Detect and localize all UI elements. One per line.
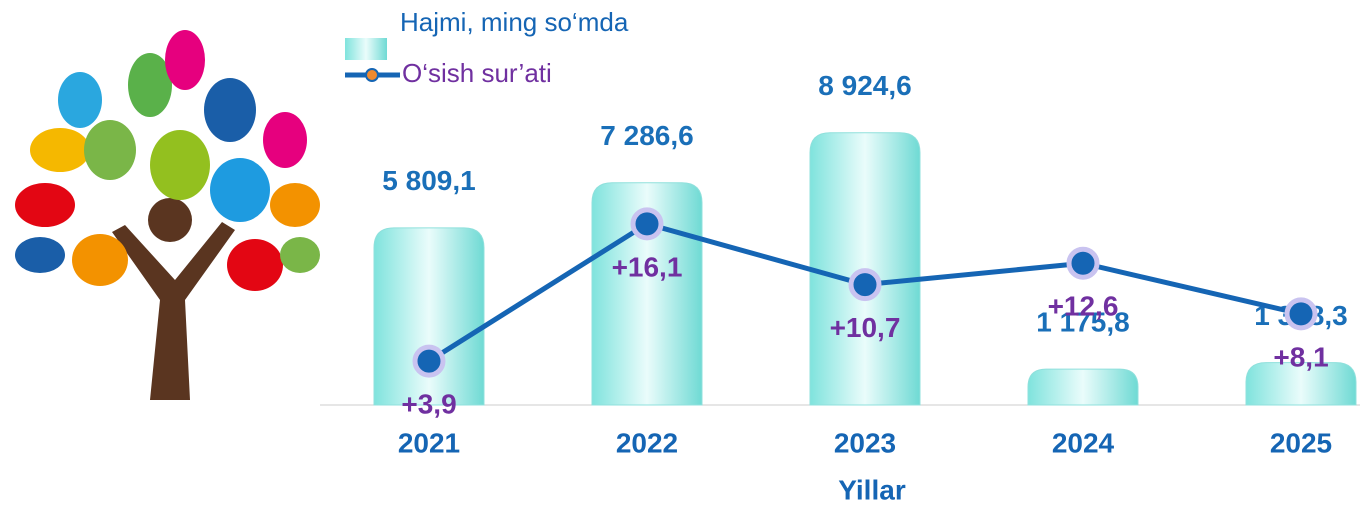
growth-value-label: +10,7: [830, 312, 901, 343]
x-tick-label: 2021: [398, 427, 460, 458]
bar: [373, 227, 485, 406]
growth-marker: [630, 207, 664, 241]
bar-value-label: 5 809,1: [382, 165, 475, 196]
legend: Hajmi, ming so‘mda O‘sish sur’ati: [345, 7, 629, 88]
bar-value-label: 1 175,8: [1036, 307, 1129, 338]
x-tick-label: 2022: [616, 427, 678, 458]
bar: [1245, 362, 1357, 406]
tree-illustration: [15, 30, 320, 400]
growth-value-label: +8,1: [1273, 341, 1328, 372]
bar: [1027, 368, 1139, 406]
growth-marker: [1284, 297, 1318, 331]
legend-swatch-bar: [345, 38, 387, 60]
legend-label: O‘sish sur’ati: [402, 58, 552, 88]
bar-value-label: 7 286,6: [600, 120, 693, 151]
x-tick-label: 2023: [834, 427, 896, 458]
legend-label: Hajmi, ming so‘mda: [400, 7, 629, 37]
x-tick-label: 2025: [1270, 427, 1332, 458]
growth-value-label: +16,1: [612, 251, 683, 282]
x-tick-label: 2024: [1052, 427, 1115, 458]
legend-swatch-marker: [365, 68, 379, 82]
growth-marker: [412, 344, 446, 378]
growth-value-label: +3,9: [401, 389, 456, 420]
bar-value-label: 8 924,6: [818, 70, 911, 101]
growth-marker: [1066, 246, 1100, 280]
x-axis-label: Yillar: [838, 474, 906, 505]
growth-marker: [848, 268, 882, 302]
growth-value-label: +12,6: [1048, 291, 1119, 322]
